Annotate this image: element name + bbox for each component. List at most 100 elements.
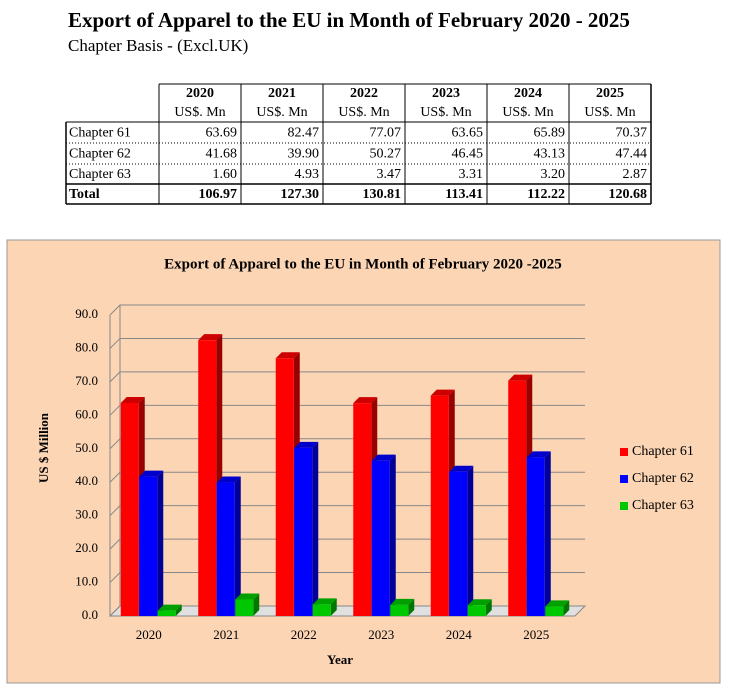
bar — [157, 610, 176, 616]
bar-top — [353, 397, 378, 404]
bar-top — [235, 593, 260, 600]
legend-swatch — [620, 475, 628, 483]
column-unit: US$. Mn — [256, 105, 307, 120]
bar — [430, 395, 449, 616]
table-cell: 3.20 — [541, 167, 566, 182]
bar-top — [371, 454, 396, 461]
bar-top — [198, 334, 223, 341]
bar-top — [467, 599, 492, 606]
bar-top — [120, 396, 145, 403]
table-cell: 127.30 — [281, 187, 320, 202]
grid-line — [109, 304, 585, 316]
row-label: Chapter 61 — [69, 126, 131, 141]
bar — [139, 476, 158, 616]
y-tick-label: 10.0 — [75, 574, 98, 589]
table-cell: 41.68 — [206, 147, 238, 162]
bar-side — [157, 470, 164, 616]
table-cell: 82.47 — [288, 126, 320, 141]
legend-swatch — [620, 502, 628, 510]
page-title: Export of Apparel to the EU in Month of … — [68, 8, 630, 32]
column-unit: US$. Mn — [174, 105, 225, 120]
grid-line — [109, 438, 585, 450]
bar-side — [330, 598, 337, 616]
bar-side — [467, 465, 474, 616]
y-tick-label: 40.0 — [75, 473, 98, 488]
table-cell: 3.31 — [459, 167, 484, 182]
x-tick-label: 2024 — [446, 627, 473, 642]
y-tick-label: 20.0 — [75, 540, 98, 555]
table-cell: 46.45 — [452, 147, 484, 162]
bar — [353, 403, 372, 616]
table-cell: 47.44 — [616, 147, 648, 162]
bar-top — [526, 451, 551, 458]
bar — [545, 606, 564, 616]
bar-side — [408, 598, 415, 616]
bar-side — [234, 476, 241, 616]
chart-title: Export of Apparel to the EU in Month of … — [164, 256, 562, 272]
grid-line — [109, 538, 585, 550]
bar-top — [430, 389, 455, 396]
grid-line — [109, 404, 585, 416]
legend-label: Chapter 62 — [632, 471, 694, 486]
grid-line — [109, 605, 585, 617]
table-cell: 70.37 — [616, 126, 648, 141]
x-tick-label: 2021 — [213, 627, 239, 642]
bar-top — [139, 470, 164, 477]
bar-side — [312, 441, 319, 616]
bar-top — [390, 598, 415, 605]
bar — [120, 402, 139, 616]
y-tick-label: 80.0 — [75, 339, 98, 354]
table-cell: 77.07 — [370, 126, 402, 141]
table-cell: 39.90 — [288, 147, 320, 162]
legend-label: Chapter 63 — [632, 498, 694, 513]
bar-top — [312, 598, 337, 605]
x-tick-label: 2023 — [368, 627, 394, 642]
bar-side — [253, 593, 260, 616]
row-label: Total — [69, 187, 100, 202]
bar — [508, 380, 527, 616]
table-cell: 106.97 — [199, 187, 238, 202]
bar-side — [563, 600, 570, 616]
x-axis-title: Year — [327, 652, 353, 667]
grid-line — [109, 572, 585, 583]
column-year: 2020 — [186, 86, 214, 101]
legend-swatch — [620, 448, 628, 456]
y-tick-label: 90.0 — [75, 306, 98, 321]
column-year: 2025 — [596, 86, 624, 101]
column-unit: US$. Mn — [584, 105, 635, 120]
column-unit: US$. Mn — [338, 105, 389, 120]
table-cell: 65.89 — [534, 126, 566, 141]
bar — [390, 604, 409, 616]
bar-top — [294, 441, 319, 448]
table-cell: 130.81 — [363, 187, 402, 202]
bar — [235, 599, 254, 616]
bar-side — [389, 454, 396, 616]
row-label: Chapter 63 — [69, 167, 131, 182]
y-axis-title: US $ Million — [36, 412, 51, 483]
y-tick-label: 60.0 — [75, 406, 98, 421]
grid-line — [109, 471, 585, 483]
y-tick-label: 70.0 — [75, 373, 98, 388]
page-subtitle: Chapter Basis - (Excl.UK) — [68, 36, 248, 55]
y-tick-label: 50.0 — [75, 440, 98, 455]
x-tick-label: 2025 — [523, 627, 549, 642]
y-tick-label: 30.0 — [75, 507, 98, 522]
table-cell: 63.69 — [206, 126, 238, 141]
bar — [371, 460, 390, 616]
x-tick-label: 2020 — [136, 627, 162, 642]
table-cell: 50.27 — [370, 147, 402, 162]
bar — [526, 457, 545, 616]
column-year: 2022 — [350, 86, 378, 101]
row-label: Chapter 62 — [69, 147, 131, 162]
bar — [449, 471, 468, 616]
column-year: 2023 — [432, 86, 460, 101]
bar-side — [485, 599, 492, 616]
table-cell: 112.22 — [527, 187, 565, 202]
bar — [467, 605, 486, 616]
grid-line — [109, 505, 585, 517]
bar-top — [275, 352, 300, 359]
table-cell: 4.93 — [295, 167, 320, 182]
bar — [294, 447, 313, 616]
bar — [198, 340, 217, 616]
